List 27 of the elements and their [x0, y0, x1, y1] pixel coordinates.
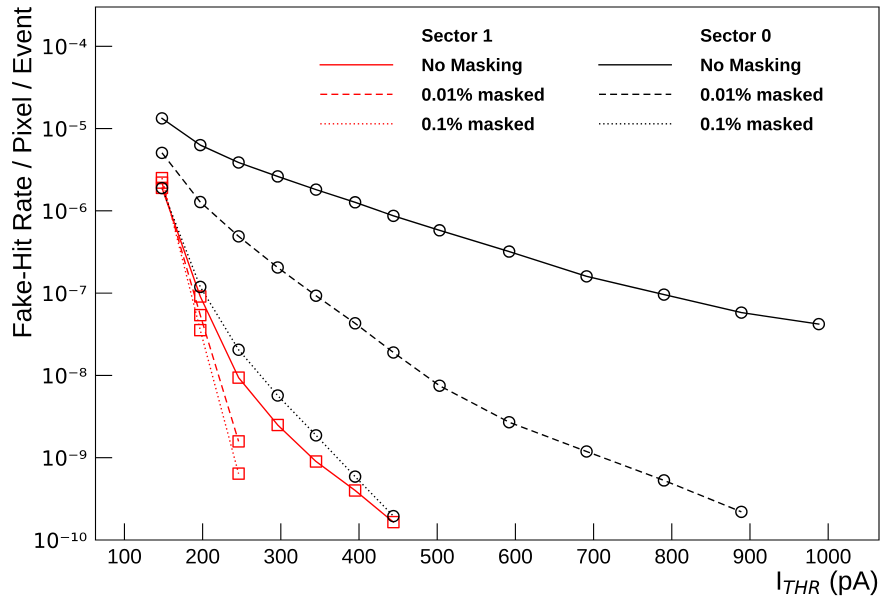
y-tick-label: 10⁻¹⁰ — [35, 532, 86, 548]
legend-label: 0.01% masked — [422, 88, 544, 101]
x-tick-label: 400 — [342, 548, 376, 564]
legend-label: No Masking — [701, 58, 800, 75]
legend-label: No Masking — [422, 58, 522, 75]
y-tick-label: 10⁻⁴ — [44, 38, 87, 54]
x-tick-label: 300 — [264, 548, 298, 564]
x-tick-label: 1000 — [806, 548, 851, 564]
y-tick-label: 10⁻⁷ — [44, 286, 86, 302]
x-tick-label: 600 — [499, 548, 532, 564]
x-tick-label: 800 — [655, 548, 688, 564]
annotation: Sector 1 — [422, 29, 492, 42]
annotation: Sector 0 — [700, 29, 771, 42]
x-tick-label: 700 — [577, 548, 610, 564]
y-axis-title: Fake-Hit Rate / Pixel / Event — [12, 7, 32, 336]
x-tick-label: 900 — [734, 548, 767, 564]
legend-label: 0.1% masked — [422, 117, 534, 130]
y-tick-label: 10⁻⁸ — [44, 368, 86, 384]
legend-label: 0.01% masked — [700, 88, 822, 101]
x-tick-label: 200 — [186, 548, 220, 564]
x-tick-label: 100 — [108, 548, 141, 564]
y-tick-label: 10⁻⁵ — [44, 121, 86, 137]
x-tick-label: 500 — [420, 548, 454, 564]
x-axis-title: I$_{THR}$ (pA) — [778, 570, 878, 596]
y-tick-label: 10⁻⁶ — [44, 203, 86, 220]
y-tick-label: 10⁻⁹ — [44, 450, 86, 466]
legend-label: 0.1% masked — [700, 117, 812, 130]
